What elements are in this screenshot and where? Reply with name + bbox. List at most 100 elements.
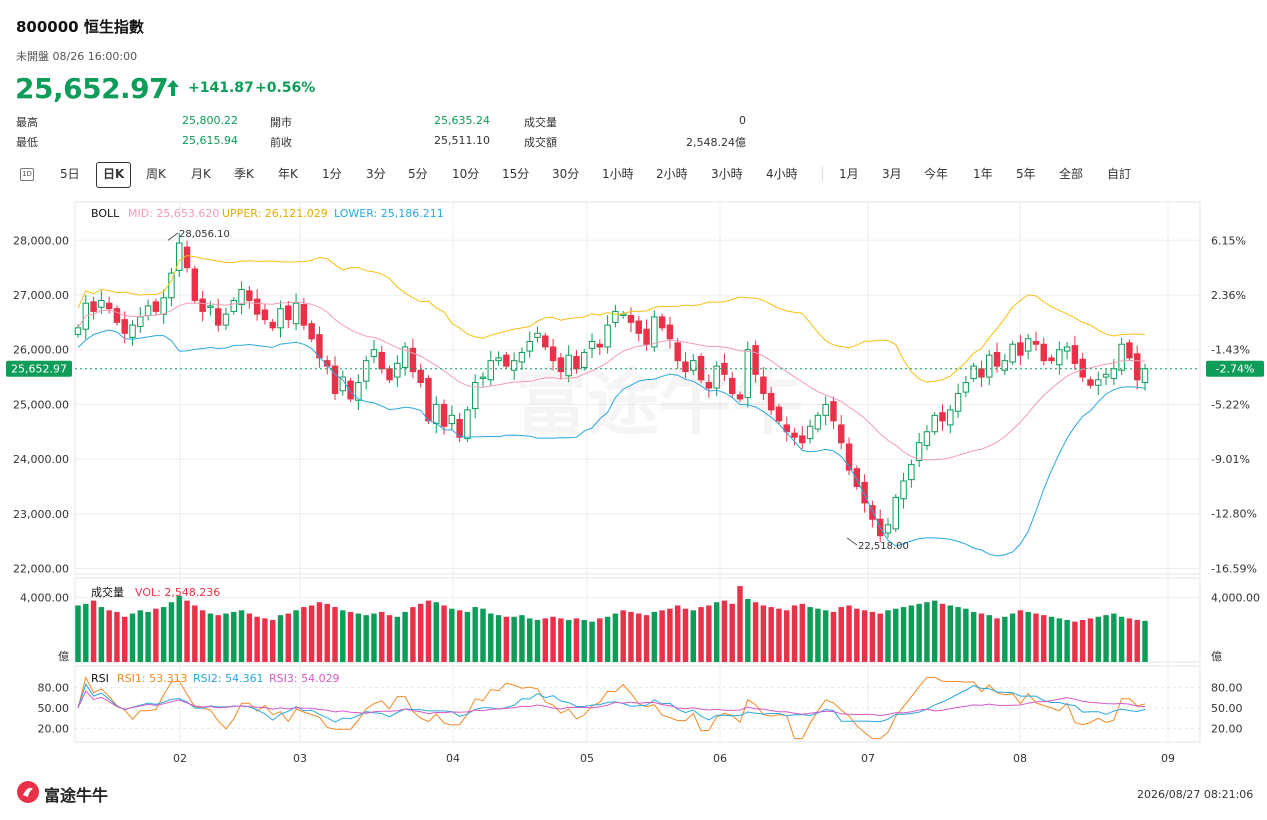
- turnover-label: 成交額: [524, 136, 557, 149]
- candle-body: [939, 412, 946, 422]
- volume-bar: [340, 610, 346, 662]
- volume-bar: [379, 611, 385, 662]
- candle-body: [113, 308, 121, 323]
- volume-bar: [324, 603, 330, 662]
- chart-area[interactable]: 富途牛牛 28,000.00 27,000.00 26,000.00 25,000.0…: [0, 196, 1267, 781]
- candle-body: [339, 376, 347, 392]
- tab-daily-k[interactable]: 日K: [96, 162, 132, 188]
- tab-all[interactable]: 全部: [1059, 167, 1084, 181]
- tab-5d[interactable]: 5日: [60, 167, 80, 181]
- chart-style-icon[interactable]: 1D: [20, 168, 34, 181]
- tab-yearly-k[interactable]: 年K: [278, 167, 298, 181]
- candle-body: [510, 360, 518, 371]
- candle-body: [214, 308, 222, 326]
- volume-bar: [1025, 611, 1031, 662]
- tab-separator: [822, 167, 823, 181]
- volume-bar: [355, 613, 362, 662]
- volume-bar: [799, 603, 806, 662]
- x-tick-label: 04: [446, 752, 460, 765]
- candle-body: [869, 505, 876, 520]
- candle-body: [1048, 357, 1055, 362]
- tab-ytd[interactable]: 今年: [924, 167, 949, 181]
- tab-1hour[interactable]: 1小時: [602, 167, 634, 181]
- tab-monthly-k[interactable]: 月K: [191, 167, 211, 181]
- price-tick-label: 28,000.00: [13, 234, 69, 247]
- candle-body: [954, 392, 962, 412]
- candle-body: [658, 316, 666, 329]
- volume-bar: [846, 605, 852, 662]
- price-tick-label: 24,000.00: [13, 453, 69, 466]
- period-tabs: 1D 5日 日K 周K 月K 季K 年K 1分 3分 5分 10分 15分 30…: [16, 162, 1136, 188]
- x-tick-label: 08: [1013, 752, 1027, 765]
- rsi-label: RSI: [91, 672, 109, 685]
- futu-logo-text: 富途牛牛: [44, 786, 109, 805]
- candle-body: [947, 409, 954, 426]
- volume-bar: [861, 610, 868, 662]
- volume-bar: [1017, 610, 1024, 662]
- volume-bar: [1095, 616, 1101, 662]
- futu-logo-icon: [17, 781, 39, 803]
- volume-bar: [729, 603, 735, 662]
- volume-bar: [963, 608, 969, 662]
- low-annotation-leader: [846, 537, 858, 546]
- candle-body: [1110, 368, 1118, 379]
- candle-body: [993, 351, 1001, 367]
- price-tick-label: 22,000.00: [13, 563, 69, 576]
- current-pct-tag-text: -2.74%: [1216, 363, 1255, 376]
- tab-30min[interactable]: 30分: [552, 167, 580, 181]
- tab-4hour[interactable]: 4小時: [766, 167, 798, 181]
- volume-bar: [542, 618, 549, 662]
- volume-bar: [752, 602, 759, 662]
- x-tick-label: 02: [173, 752, 187, 765]
- volume-bar: [464, 611, 471, 662]
- current-price-tag-text: 25,652.97: [11, 363, 67, 376]
- tab-quarterly-k[interactable]: 季K: [234, 167, 254, 181]
- tab-10min[interactable]: 10分: [452, 167, 480, 181]
- boll-upper-label: UPPER: 26,121.029: [222, 207, 328, 220]
- candle-body: [269, 321, 276, 329]
- candle-body: [503, 354, 510, 367]
- candle-body: [736, 394, 744, 400]
- volume-bar: [495, 615, 502, 662]
- candle-body: [292, 302, 300, 325]
- volume-bar: [667, 608, 673, 662]
- tab-5year[interactable]: 5年: [1016, 167, 1036, 181]
- candle-body: [1032, 341, 1040, 345]
- volume-bar: [122, 616, 128, 662]
- candle-body: [697, 356, 705, 381]
- tab-3hour[interactable]: 3小時: [711, 167, 743, 181]
- volume-bar: [308, 605, 315, 662]
- volume-bar: [1126, 618, 1133, 662]
- candle-body: [479, 376, 487, 379]
- volume-bar: [713, 602, 720, 662]
- tab-3month[interactable]: 3月: [882, 167, 902, 181]
- tab-15min[interactable]: 15分: [502, 167, 530, 181]
- volume-bar: [612, 613, 619, 662]
- candle-body: [1126, 342, 1133, 359]
- candle-body: [744, 349, 752, 399]
- tab-3min[interactable]: 3分: [366, 167, 386, 181]
- candle-body: [892, 496, 899, 530]
- pct-tick-label: 6.15%: [1211, 234, 1246, 247]
- candle-body: [581, 351, 588, 368]
- volume-bar: [129, 613, 136, 662]
- tab-1month[interactable]: 1月: [839, 167, 859, 181]
- candle-body: [378, 351, 385, 370]
- volume-bar: [363, 615, 369, 662]
- tab-1min[interactable]: 1分: [322, 167, 342, 181]
- tab-1year[interactable]: 1年: [973, 167, 993, 181]
- x-tick-label: 03: [293, 752, 307, 765]
- candle-body: [962, 382, 970, 393]
- volume-bar: [1111, 613, 1117, 662]
- tab-5min[interactable]: 5分: [408, 167, 428, 181]
- tab-weekly-k[interactable]: 周K: [146, 167, 166, 181]
- current-price: 25,652.97: [15, 72, 169, 105]
- volume-bar: [199, 610, 206, 662]
- candle-body: [471, 382, 479, 410]
- tab-2hour[interactable]: 2小時: [656, 167, 688, 181]
- volume-bar: [900, 607, 907, 662]
- volume-bar: [916, 603, 922, 662]
- volume-bar: [745, 599, 751, 662]
- volume-bar: [550, 616, 556, 662]
- tab-custom[interactable]: 自訂: [1107, 167, 1132, 181]
